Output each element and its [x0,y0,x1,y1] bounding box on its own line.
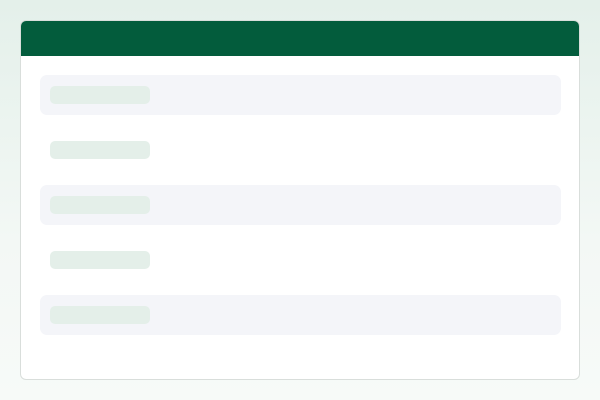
skeleton-text-placeholder [50,196,150,214]
card-header [21,21,579,56]
skeleton-row [40,240,561,280]
skeleton-card [20,20,580,380]
skeleton-row [40,130,561,170]
skeleton-row [40,295,561,335]
skeleton-list [40,75,561,350]
skeleton-text-placeholder [50,86,150,104]
skeleton-text-placeholder [50,141,150,159]
skeleton-row [40,75,561,115]
skeleton-row [40,185,561,225]
skeleton-text-placeholder [50,306,150,324]
skeleton-text-placeholder [50,251,150,269]
